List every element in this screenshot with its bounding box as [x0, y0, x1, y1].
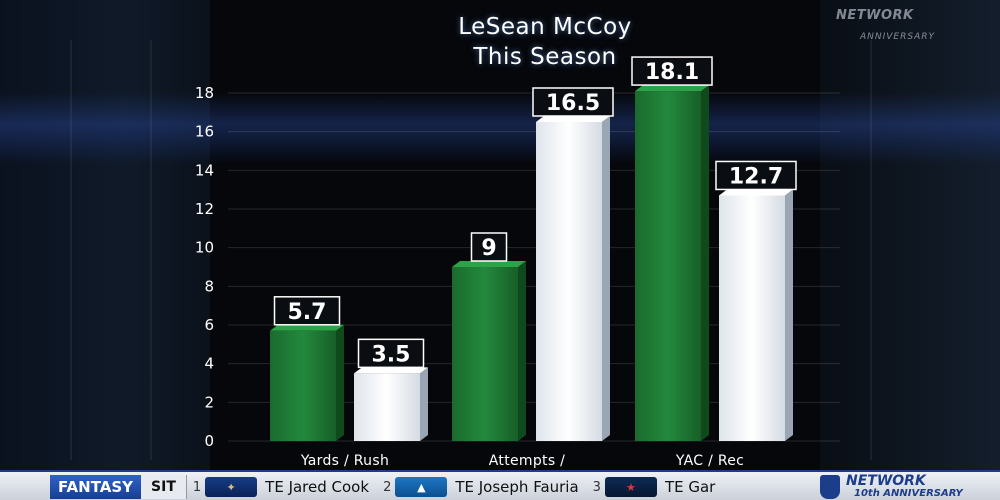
bar-top: [270, 324, 344, 331]
y-tick-label: 2: [204, 393, 214, 411]
bar-top: [536, 116, 610, 122]
value-label: 5.7: [288, 300, 327, 325]
ticker-mode-label: SIT: [141, 475, 187, 499]
watermark-sub: ANNIVERSARY: [860, 32, 935, 42]
bar-side: [420, 367, 428, 441]
value-label: 9: [481, 236, 496, 261]
chart-title: LeSean McCoy This Season: [380, 12, 710, 72]
value-label-box: [357, 338, 425, 369]
ticker-rank: 1: [192, 479, 202, 495]
y-tick-label: 4: [204, 355, 214, 373]
bar: [635, 91, 701, 442]
bar-side: [336, 324, 344, 441]
y-tick-label: 10: [195, 239, 214, 257]
y-tick-label: 0: [204, 432, 214, 450]
bar-side: [518, 261, 526, 441]
bar-top: [452, 261, 526, 267]
bar-top: [719, 189, 793, 196]
rams-logo-icon: ✦: [205, 477, 258, 497]
y-tick-label: 18: [195, 84, 214, 102]
value-labels: 5.7 3.5 9 16.5 18.1 12.7: [273, 56, 797, 369]
y-tick-label: 6: [204, 316, 214, 334]
value-label: 16.5: [546, 91, 600, 116]
category-label: Yards / Rush: [300, 453, 389, 469]
y-axis-ticks: 0 2 4 6 8 10 12 14 16 18: [195, 84, 214, 450]
ticker-rank: 2: [383, 479, 392, 495]
value-label-box: [631, 56, 713, 86]
ticker-content: FANTASY SIT 1 ✦ TE Jared Cook 2 ▲ TE Jos…: [50, 474, 800, 500]
value-label-box: [532, 87, 614, 117]
network-watermark: NETWORK ANNIVERSARY: [822, 4, 972, 44]
background-column: [70, 40, 72, 460]
value-label: 3.5: [372, 342, 411, 367]
category-labels: Yards / Rush Attempts / YAC / Rec: [300, 453, 744, 469]
value-label: 18.1: [645, 60, 699, 85]
ticker-rank: 3: [592, 479, 601, 495]
value-label-box: [273, 296, 341, 326]
ticker-player: TE Jared Cook: [265, 478, 370, 496]
background-panel-right: [820, 0, 1000, 500]
bar-top: [354, 367, 428, 374]
texans-logo-icon: ★: [604, 477, 657, 497]
background-light-band: [0, 92, 1000, 164]
bars: [270, 85, 793, 442]
value-label-box: [715, 160, 797, 191]
y-tick-label: 16: [195, 123, 214, 141]
news-ticker: FANTASY SIT 1 ✦ TE Jared Cook 2 ▲ TE Jos…: [0, 470, 1000, 500]
y-tick-label: 14: [195, 161, 214, 179]
background-column: [870, 40, 872, 460]
bar-side: [602, 116, 610, 441]
bar: [354, 373, 420, 441]
bar-top: [635, 85, 709, 92]
bar: [270, 330, 336, 441]
nfl-shield-icon: [820, 475, 840, 499]
bar: [452, 267, 518, 441]
ticker-player: TE Joseph Fauria: [455, 478, 579, 496]
category-label: Attempts /: [489, 453, 565, 469]
ticker-fantasy-label: FANTASY: [50, 475, 142, 499]
bar: [719, 195, 785, 441]
bar-side: [785, 189, 793, 441]
y-tick-label: 12: [195, 200, 214, 218]
ticker-player: TE Gar: [664, 478, 716, 496]
lions-logo-icon: ▲: [395, 477, 448, 497]
watermark-main: NETWORK: [836, 8, 914, 23]
background-panel-left: [0, 0, 210, 500]
brand-main: NETWORK: [846, 473, 926, 489]
category-label: YAC / Rec: [675, 453, 744, 469]
value-label-box: [470, 232, 508, 262]
y-tick-label: 8: [204, 277, 214, 295]
bar-side: [701, 85, 709, 442]
chart-title-line: This Season: [473, 44, 617, 70]
background-column: [150, 40, 152, 460]
brand-sub: 10th ANNIVERSARY: [854, 488, 963, 499]
network-brand: NETWORK 10th ANNIVERSARY: [820, 473, 988, 500]
bar: [536, 122, 602, 441]
value-label: 12.7: [729, 164, 783, 189]
chart-title-line: LeSean McCoy: [458, 14, 632, 40]
